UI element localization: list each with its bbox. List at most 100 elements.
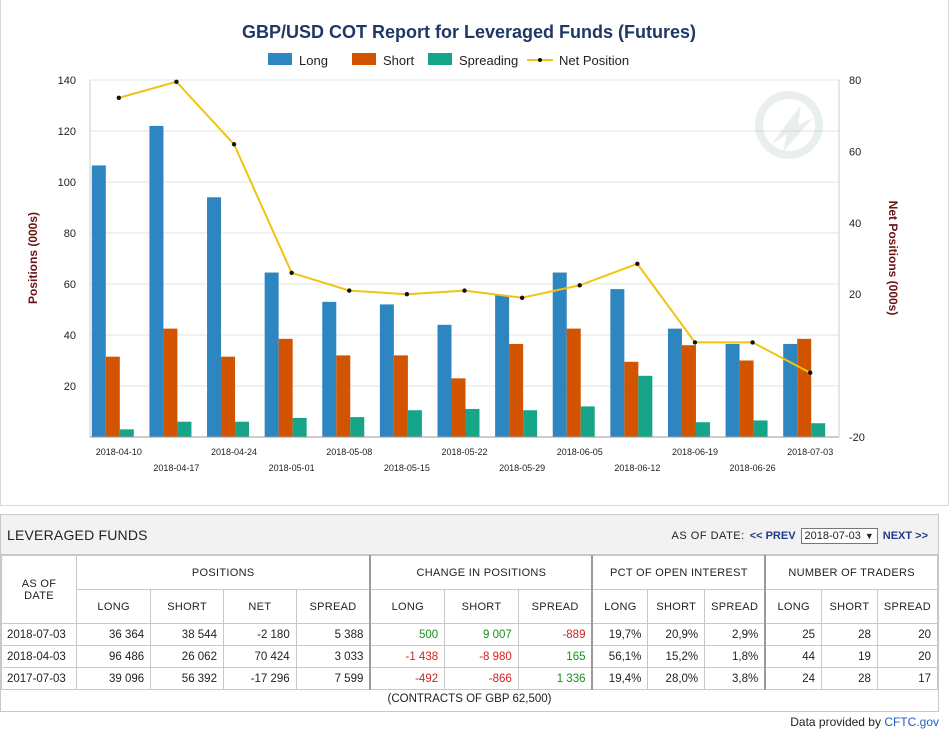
as-of-label: AS OF DATE:	[671, 530, 745, 542]
subheader: SHORT	[150, 589, 224, 624]
net-position-point	[577, 283, 582, 288]
bar-long	[783, 343, 798, 437]
table-row: 2018-07-03 36 364 38 544 -2 180 5 388 50…	[1, 623, 939, 646]
date-select[interactable]: 2018-07-03 ▼	[800, 528, 878, 544]
x-tick-label: 2018-06-26	[730, 463, 776, 473]
cell: -8 980	[444, 645, 519, 668]
bar-spreading	[753, 420, 768, 437]
group-header-pct: PCT OF OPEN INTEREST	[591, 555, 766, 590]
chart-title: GBP/USD COT Report for Leveraged Funds (…	[242, 22, 696, 42]
cftc-link[interactable]: CFTC.gov	[884, 715, 939, 729]
legend-swatch-short	[352, 53, 376, 65]
bar-short	[797, 338, 812, 437]
bar-short	[393, 355, 408, 437]
bar-long	[495, 295, 510, 437]
subheader: SPREAD	[295, 589, 371, 624]
subheader: SHORT	[821, 589, 878, 624]
bar-long	[667, 328, 682, 437]
x-tick-label: 2018-04-17	[153, 463, 199, 473]
cell: -492	[369, 667, 446, 690]
subheader: LONG	[75, 589, 152, 624]
y-tick-label: 140	[58, 75, 76, 87]
cell: 500	[369, 623, 446, 646]
group-header-change: CHANGE IN POSITIONS	[369, 555, 593, 590]
row-date: 2018-04-03	[1, 645, 77, 668]
bar-short	[566, 328, 581, 437]
x-tick-label: 2018-05-29	[499, 463, 545, 473]
cell: -17 296	[222, 667, 297, 690]
subheader: LONG	[369, 589, 446, 624]
legend-marker	[538, 58, 542, 62]
group-header-positions: POSITIONS	[76, 555, 371, 590]
bar-short	[336, 355, 351, 437]
as-of-date-nav: AS OF DATE: << PREV 2018-07-03 ▼ NEXT >>	[672, 528, 928, 544]
y-tick-label: 40	[64, 330, 76, 342]
net-position-point	[692, 340, 698, 345]
y2-axis-title: Net Positions (000s)	[886, 201, 900, 316]
y-tick-label: 120	[58, 126, 76, 138]
cell: 39 096	[75, 667, 152, 690]
bar-spreading	[695, 422, 710, 437]
subheader: SPREAD	[704, 589, 766, 624]
net-position-point	[462, 288, 467, 293]
cot-chart: GBP/USD COT Report for Leveraged Funds (…	[26, 22, 900, 473]
row-date: 2018-07-03	[1, 623, 77, 646]
x-tick-label: 2018-06-05	[557, 447, 603, 457]
cell: 17	[876, 667, 939, 690]
x-tick-label: 2018-05-01	[269, 463, 315, 473]
table-note-row: (CONTRACTS OF GBP 62,500)	[2, 690, 938, 709]
cell: 25	[764, 623, 823, 646]
next-date-link[interactable]: NEXT >>	[882, 530, 928, 542]
x-tick-label: 2018-04-24	[211, 447, 257, 457]
contracts-note: (CONTRACTS OF GBP 62,500)	[387, 693, 552, 705]
cell: 24	[764, 667, 823, 690]
bar-long	[91, 165, 106, 438]
bar-spreading	[811, 423, 826, 437]
bar-long	[437, 324, 452, 437]
prev-date-link[interactable]: << PREV	[749, 530, 796, 542]
watermark-logo	[755, 91, 823, 159]
bar-spreading	[292, 417, 307, 437]
cell: 56,1%	[591, 645, 649, 668]
bar-short	[681, 345, 696, 437]
cell: -1 438	[369, 645, 446, 668]
panel-title: LEVERAGED FUNDS	[7, 527, 148, 543]
table-row: 2018-04-03 96 486 26 062 70 424 3 033 -1…	[1, 645, 939, 668]
bar-short	[739, 360, 754, 437]
cell: 28	[821, 667, 878, 690]
cell: 20,9%	[647, 623, 706, 646]
y2-tick-label: -20	[849, 432, 865, 444]
subheader: SHORT	[647, 589, 706, 624]
footer-credit: Data provided by CFTC.gov	[790, 715, 939, 729]
bar-long	[149, 125, 164, 438]
subheader: SPREAD	[876, 589, 939, 624]
bar-spreading	[580, 406, 595, 437]
y2-tick-label: 80	[849, 75, 861, 87]
net-position-path	[118, 80, 811, 374]
cell: 165	[517, 645, 593, 668]
net-position-point	[116, 95, 122, 101]
x-tick-label: 2018-04-10	[96, 447, 142, 457]
cell: 7 599	[295, 667, 371, 690]
x-tick-label: 2018-06-12	[614, 463, 660, 473]
legend-swatch-spreading	[428, 53, 452, 65]
bar-spreading	[350, 417, 365, 437]
net-position-point	[231, 142, 237, 147]
chart-legend: Long Short Spreading Net Position	[268, 53, 629, 68]
dropdown-arrow-icon: ▼	[864, 531, 874, 541]
cell: 1,8%	[704, 645, 766, 668]
cell: 20	[876, 623, 939, 646]
cell: 36 364	[75, 623, 152, 646]
net-position-line	[116, 79, 813, 375]
bar-spreading	[177, 421, 192, 437]
cell: 28,0%	[647, 667, 706, 690]
cot-table: AS OF DATE POSITIONS CHANGE IN POSITIONS…	[1, 555, 939, 709]
row-date: 2017-07-03	[1, 667, 77, 690]
bar-short	[509, 343, 524, 437]
legend-label: Net Position	[559, 53, 629, 68]
bar-long	[610, 289, 625, 437]
x-tick-label: 2018-07-03	[787, 447, 833, 457]
bar-short	[105, 356, 120, 437]
bar-spreading	[523, 410, 538, 437]
bar-short	[451, 378, 466, 437]
